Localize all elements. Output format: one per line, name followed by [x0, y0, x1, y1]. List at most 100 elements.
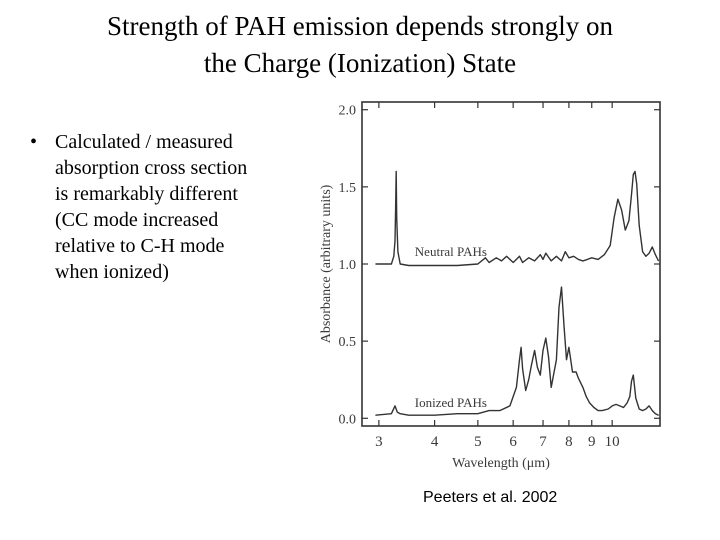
y-tick-label: 1.5	[339, 181, 357, 196]
data-point	[566, 359, 567, 361]
bullet-line-5: relative to C-H mode	[55, 235, 225, 257]
plot-frame	[361, 101, 661, 427]
data-point	[397, 251, 399, 253]
data-point	[631, 194, 632, 195]
bullet-line-2: absorption cross section	[55, 157, 248, 179]
bullet-dot: •	[30, 131, 38, 153]
data-point	[391, 413, 392, 415]
data-point	[623, 407, 624, 408]
citation: Peeters et al. 2002	[423, 489, 558, 506]
data-point	[645, 255, 647, 257]
data-point	[632, 374, 634, 376]
series-line-neutral	[375, 170, 660, 267]
data-point	[519, 255, 520, 257]
data-point	[545, 252, 547, 254]
data-point	[550, 387, 552, 388]
data-point	[589, 402, 590, 404]
data-point	[585, 396, 587, 398]
data-point	[597, 259, 599, 260]
data-point	[655, 254, 656, 256]
data-point	[651, 246, 653, 248]
data-point	[631, 380, 632, 382]
data-point	[601, 410, 603, 411]
data-point	[607, 408, 609, 410]
data-point	[457, 265, 458, 266]
data-point	[534, 350, 535, 351]
data-point	[509, 405, 511, 407]
slide-title: Strength of PAH emission depends strongl…	[20, 8, 700, 82]
data-point	[528, 379, 530, 381]
data-point	[408, 414, 410, 416]
data-point	[396, 217, 398, 219]
data-point	[488, 262, 490, 263]
data-point	[542, 350, 544, 351]
data-point	[539, 374, 541, 376]
bullet-line-1: Calculated / measured	[55, 131, 233, 153]
data-point	[632, 174, 634, 175]
data-point	[658, 260, 659, 262]
series-label-neutral: Neutral PAHs	[415, 244, 487, 259]
data-point	[399, 413, 401, 415]
data-point	[488, 410, 490, 411]
data-point	[655, 413, 656, 415]
data-point	[575, 371, 577, 373]
bullet-line-4: (CC mode increased	[55, 209, 219, 231]
data-point	[506, 255, 507, 257]
x-tick-label: 4	[431, 434, 439, 450]
data-point	[516, 387, 517, 388]
x-tick-label: 3	[375, 434, 383, 450]
data-point	[375, 263, 376, 265]
data-point	[477, 413, 479, 415]
y-axis-label: Absorbance (arbitrary units)	[319, 184, 334, 343]
data-point	[457, 413, 458, 415]
data-point	[568, 346, 570, 348]
data-point	[522, 368, 523, 370]
slide-title-line-2: the Charge (Ionization) State	[203, 48, 517, 78]
x-tick-label: 10	[605, 434, 620, 450]
data-point	[548, 356, 549, 357]
data-point	[628, 220, 630, 222]
data-point	[393, 255, 395, 257]
data-point	[629, 396, 631, 398]
data-point	[563, 325, 565, 327]
data-point	[638, 408, 640, 410]
data-point	[591, 257, 593, 259]
data-point	[642, 410, 643, 411]
data-point	[568, 257, 570, 259]
data-point	[634, 171, 636, 172]
data-point	[542, 259, 544, 260]
series-line-ionized	[375, 286, 659, 416]
data-point	[617, 198, 619, 200]
data-point	[561, 286, 562, 288]
data-point	[545, 337, 547, 339]
data-point	[597, 410, 599, 411]
data-point	[394, 240, 396, 242]
data-point	[531, 363, 532, 365]
data-point	[573, 255, 575, 257]
data-point	[648, 405, 650, 407]
data-point	[645, 408, 647, 410]
y-tick-label: 1.0	[339, 258, 357, 273]
data-point	[394, 405, 396, 407]
x-tick-label: 8	[565, 434, 573, 450]
x-tick-label: 7	[539, 434, 547, 450]
data-point	[477, 263, 479, 265]
data-point	[395, 209, 396, 211]
data-point	[528, 257, 530, 259]
x-tick-label: 6	[509, 434, 517, 450]
data-point	[525, 390, 527, 391]
bullet-text: Calculated / measured absorption cross s…	[55, 129, 300, 285]
data-point	[399, 263, 401, 265]
y-tick-label: 0.5	[339, 335, 357, 350]
data-point	[578, 259, 579, 260]
y-tick-label: 0.0	[339, 412, 357, 427]
data-point	[621, 209, 622, 211]
data-point	[651, 410, 653, 411]
bullet-line-3: is remarkably different	[55, 183, 238, 205]
data-point	[587, 259, 588, 260]
data-point	[520, 346, 522, 348]
data-point	[648, 252, 650, 254]
data-point	[434, 265, 435, 266]
series-label-ionized: Ionized PAHs	[415, 395, 487, 410]
data-point	[495, 257, 497, 259]
